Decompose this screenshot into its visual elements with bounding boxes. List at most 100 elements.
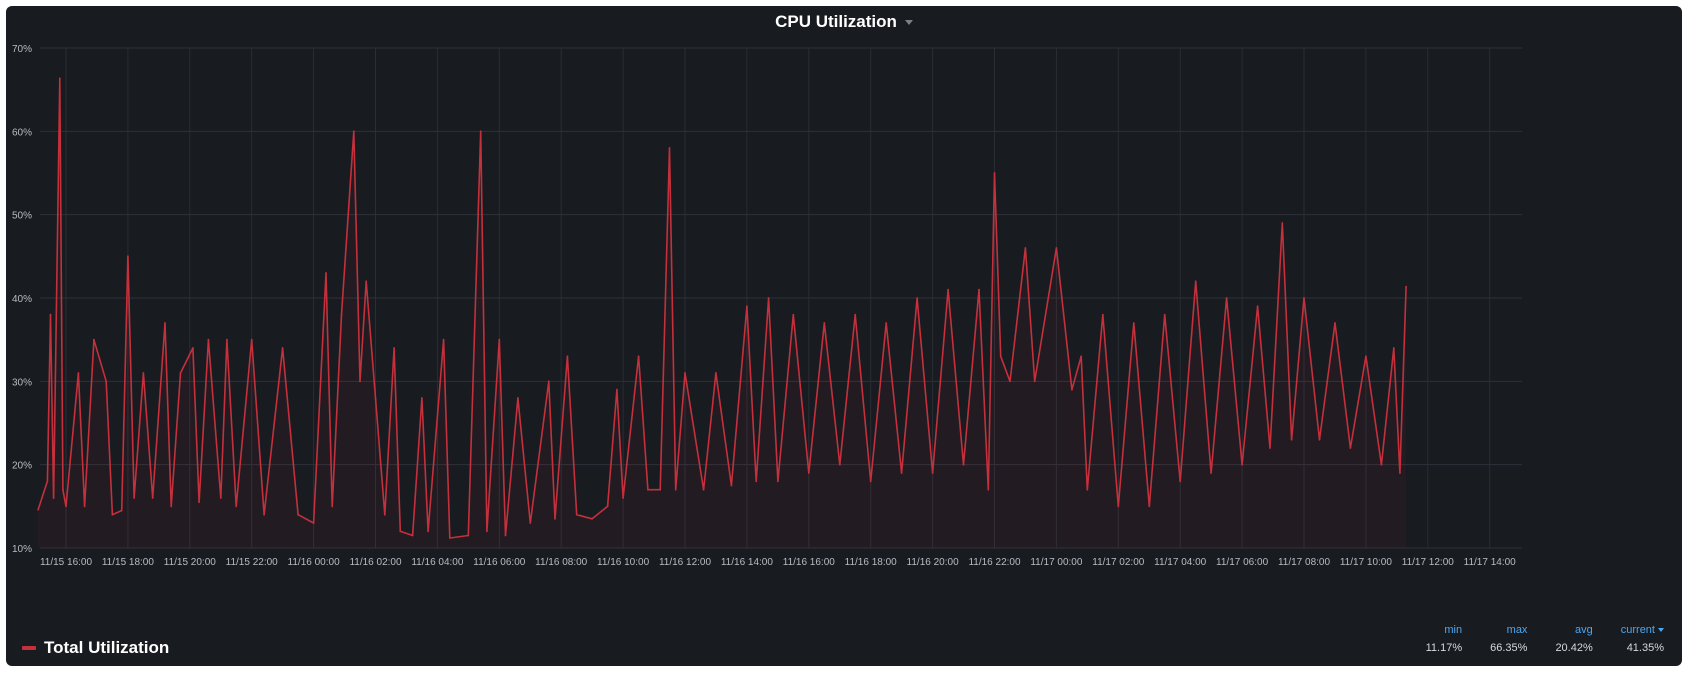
data-point: [250, 338, 253, 341]
x-tick-label: 11/16 22:00: [968, 557, 1021, 568]
x-tick-label: 11/15 18:00: [102, 557, 155, 568]
data-point: [504, 534, 507, 537]
data-point: [777, 480, 779, 483]
x-tick-label: 11/16 00:00: [288, 557, 341, 568]
chevron-down-icon[interactable]: [904, 20, 913, 26]
data-point: [854, 313, 857, 316]
data-point: [37, 508, 39, 511]
data-point: [62, 488, 64, 491]
data-point: [1365, 355, 1367, 358]
stats-header-current[interactable]: current: [1593, 624, 1664, 642]
data-point: [1071, 388, 1073, 391]
data-point: [58, 77, 61, 80]
data-point: [659, 488, 662, 491]
x-tick-label: 11/17 06:00: [1216, 557, 1269, 568]
y-tick-label: 20%: [12, 461, 32, 472]
data-point: [1269, 447, 1271, 449]
x-tick-label: 11/16 06:00: [473, 557, 526, 568]
data-point: [235, 505, 238, 508]
data-point: [1179, 480, 1182, 483]
data-point: [987, 488, 990, 491]
data-point: [49, 313, 52, 316]
data-point: [1194, 280, 1197, 283]
stats-value-row: 11.17% 66.35% 20.42% 41.35%: [1398, 642, 1664, 654]
data-point: [226, 338, 228, 341]
legend-label-total-utilization[interactable]: Total Utilization: [44, 638, 170, 657]
data-point: [164, 322, 166, 324]
data-point: [46, 480, 49, 483]
data-point: [999, 355, 1002, 358]
stats-table: min max avg current 11.17% 66.35% 20.42%…: [1398, 624, 1664, 654]
panel-title[interactable]: CPU Utilization: [6, 12, 1682, 32]
data-point: [365, 280, 368, 283]
grid-lines: [40, 47, 1522, 549]
data-point: [207, 338, 210, 341]
data-point: [916, 297, 918, 299]
data-point: [421, 397, 423, 399]
data-point: [219, 497, 222, 499]
data-point: [399, 530, 402, 533]
data-point: [93, 338, 95, 341]
data-point: [1334, 322, 1336, 324]
series-layer: [37, 77, 1407, 549]
data-point: [1163, 313, 1166, 316]
x-tick-label: 11/16 02:00: [349, 557, 402, 568]
x-tick-label: 11/16 20:00: [907, 557, 960, 568]
data-point: [77, 372, 80, 374]
x-tick-label: 11/16 04:00: [411, 557, 464, 568]
data-point: [869, 480, 872, 483]
line-chart: 10%20%30%40%50%60%70% 11/15 16:00 11/15 1…: [12, 44, 1522, 568]
data-point: [281, 347, 284, 349]
data-point: [978, 288, 980, 291]
data-point: [312, 522, 315, 524]
panel-title-text: CPU Utilization: [775, 12, 897, 31]
data-point: [83, 505, 86, 508]
data-point: [297, 513, 299, 516]
stats-header-max[interactable]: max: [1506, 624, 1528, 636]
data-point: [1080, 355, 1083, 358]
stats-header-avg[interactable]: avg: [1575, 624, 1593, 636]
data-point: [1405, 285, 1407, 288]
data-point: [170, 505, 173, 508]
data-point: [807, 472, 810, 474]
data-point: [1303, 297, 1305, 299]
data-point: [606, 505, 609, 508]
y-tick-label: 50%: [12, 211, 32, 222]
data-point: [1024, 247, 1027, 249]
y-tick-label: 70%: [12, 44, 32, 55]
data-point: [715, 372, 717, 374]
x-tick-label: 11/16 18:00: [845, 557, 898, 568]
series-line-total-utilization: [37, 77, 1407, 539]
data-point: [1055, 247, 1058, 249]
data-point: [352, 130, 355, 133]
x-tick-label: 11/17 04:00: [1154, 557, 1207, 568]
data-point: [1009, 380, 1011, 383]
data-point: [647, 488, 649, 491]
data-point: [498, 338, 501, 341]
data-point: [383, 513, 386, 516]
data-point: [730, 484, 733, 487]
legend[interactable]: Total Utilization: [22, 638, 169, 658]
legend-swatch: [22, 646, 36, 650]
data-point: [467, 534, 470, 537]
data-point: [900, 472, 903, 474]
data-point: [52, 497, 55, 499]
data-point: [1392, 347, 1395, 349]
data-point: [1281, 222, 1284, 224]
y-tick-label: 40%: [12, 294, 32, 305]
data-point: [393, 347, 395, 349]
data-point: [442, 338, 445, 341]
data-point: [127, 255, 129, 258]
data-point: [1210, 472, 1212, 474]
stats-header-min[interactable]: min: [1444, 624, 1463, 636]
data-point: [529, 522, 532, 524]
stats-header-current-label: current: [1620, 624, 1655, 636]
data-point: [838, 463, 841, 466]
data-point: [1132, 322, 1135, 324]
data-point: [65, 505, 67, 508]
data-point: [1033, 380, 1036, 383]
data-point: [684, 372, 686, 374]
stats-value-current: 41.35%: [1626, 642, 1664, 654]
x-tick-label: 11/16 12:00: [659, 557, 712, 568]
legend-stats: min max avg current 11.17% 66.35% 20.42%…: [1398, 624, 1664, 654]
